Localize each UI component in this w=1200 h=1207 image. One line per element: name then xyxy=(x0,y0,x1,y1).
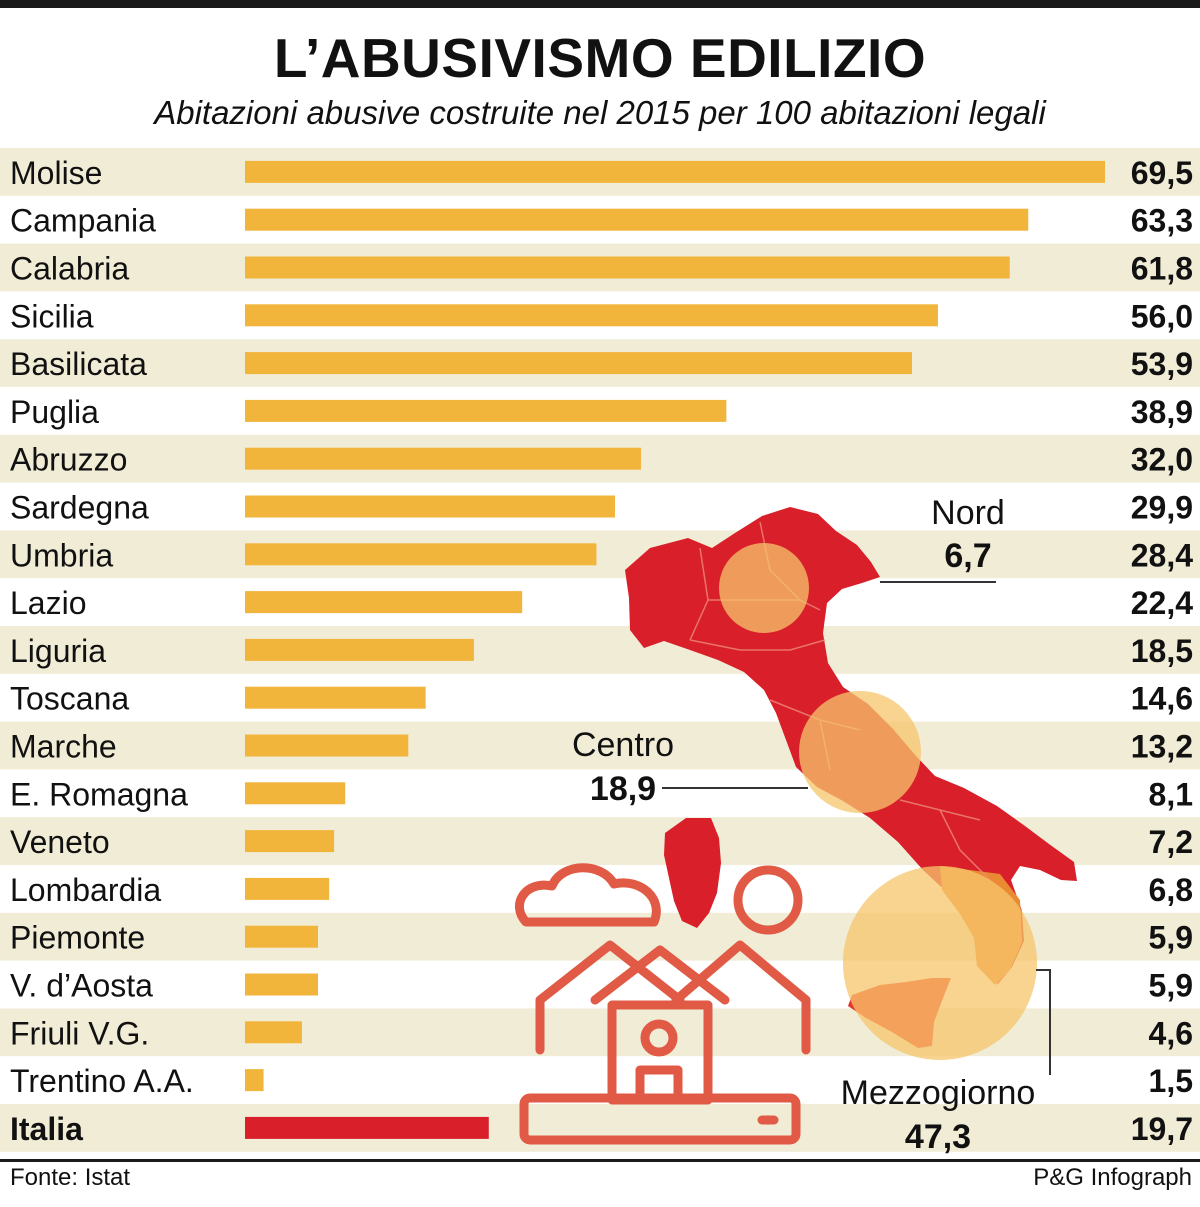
value-label: 7,2 xyxy=(1149,824,1193,860)
value-label: 32,0 xyxy=(1131,442,1193,478)
bar-basilicata xyxy=(245,352,912,375)
bar-trentino-a-a xyxy=(245,1069,264,1092)
bar-lazio xyxy=(245,591,523,614)
area-label-nord: Nord xyxy=(931,494,1005,532)
map-sardinia xyxy=(664,818,721,928)
top-rule xyxy=(0,0,1200,8)
category-label: Sicilia xyxy=(10,298,94,334)
value-label: 69,5 xyxy=(1131,155,1193,191)
value-label: 6,8 xyxy=(1149,872,1193,908)
value-label: 14,6 xyxy=(1131,681,1193,717)
category-label: Calabria xyxy=(10,251,129,287)
value-label: 5,9 xyxy=(1149,920,1193,956)
map-bubble-mezzogiorno xyxy=(843,866,1037,1060)
category-label: Veneto xyxy=(10,824,110,860)
category-label: Sardegna xyxy=(10,490,149,526)
category-label: Liguria xyxy=(10,633,106,669)
bar-molise xyxy=(245,160,1105,183)
bar-friuli-v-g xyxy=(245,1021,302,1044)
value-label: 8,1 xyxy=(1149,776,1193,812)
category-label: Friuli V.G. xyxy=(10,1015,149,1051)
area-label-mezzogiorno: Mezzogiorno xyxy=(841,1074,1036,1112)
value-label: 28,4 xyxy=(1131,537,1193,573)
category-label: Toscana xyxy=(10,681,129,717)
area-value-centro: 18,9 xyxy=(590,770,656,808)
area-value-mezzogiorno: 47,3 xyxy=(905,1118,971,1156)
bar-sicilia xyxy=(245,304,938,327)
bar-toscana xyxy=(245,686,426,709)
bar-abruzzo xyxy=(245,447,641,470)
category-label: E. Romagna xyxy=(10,776,188,812)
category-label: Puglia xyxy=(10,394,99,430)
value-label: 61,8 xyxy=(1131,251,1193,287)
value-label: 53,9 xyxy=(1131,346,1193,382)
bar-veneto xyxy=(245,830,335,853)
value-label: 22,4 xyxy=(1131,585,1193,621)
bar-series xyxy=(245,160,1105,1139)
bar-v-d-aosta xyxy=(245,973,319,996)
value-label: 18,5 xyxy=(1131,633,1193,669)
category-label: Trentino A.A. xyxy=(10,1063,194,1099)
value-label: 29,9 xyxy=(1131,490,1193,526)
bar-campania xyxy=(245,208,1029,231)
value-labels: 69,5 63,3 61,8 56,0 53,9 38,9 32,0 29,9 28,4 22,4… xyxy=(1131,155,1193,1147)
leader-mezzogiorno xyxy=(1036,969,1051,1075)
value-label: 13,2 xyxy=(1131,729,1193,765)
bar-e-romagna xyxy=(245,782,346,805)
value-label: 5,9 xyxy=(1149,968,1193,1004)
bar-marche xyxy=(245,734,409,757)
category-label: Basilicata xyxy=(10,346,147,382)
row-stripe xyxy=(0,626,1200,674)
category-label: Molise xyxy=(10,155,102,191)
map-bubble-centro xyxy=(799,691,921,813)
bar-puglia xyxy=(245,399,727,422)
bar-liguria xyxy=(245,638,474,661)
bar-piemonte xyxy=(245,925,319,948)
area-label-centro: Centro xyxy=(572,726,674,764)
house-icon xyxy=(515,863,811,1145)
italy-map-illustration xyxy=(625,507,1077,1075)
category-label: Lazio xyxy=(10,585,87,621)
map-bubble-nord xyxy=(719,543,809,633)
bar-lombardia xyxy=(245,877,330,900)
value-label: 63,3 xyxy=(1131,203,1193,239)
category-label: Lombardia xyxy=(10,872,161,908)
value-label: 56,0 xyxy=(1131,298,1193,334)
source-note: Fonte: Istat xyxy=(10,1164,131,1191)
category-labels: Molise Campania Calabria Sicilia Basilicata P… xyxy=(10,155,194,1147)
bar-calabria xyxy=(245,256,1010,279)
footer-rule xyxy=(0,1159,1200,1162)
value-label: 38,9 xyxy=(1131,394,1193,430)
chart-title: L’ABUSIVISMO EDILIZIO xyxy=(273,27,927,89)
value-label: 4,6 xyxy=(1149,1015,1193,1051)
area-value-nord: 6,7 xyxy=(944,537,991,575)
category-label: Abruzzo xyxy=(10,442,127,478)
category-label: Piemonte xyxy=(10,920,145,956)
credit-note: P&G Infograph xyxy=(1033,1164,1192,1191)
bar-umbria xyxy=(245,543,597,566)
row-stripe xyxy=(0,530,1200,579)
bar-sardegna xyxy=(245,495,615,518)
chart-subtitle: Abitazioni abusive costruite nel 2015 pe… xyxy=(154,94,1046,131)
category-label: Marche xyxy=(10,729,117,765)
value-label: 1,5 xyxy=(1149,1063,1193,1099)
category-label: V. d’Aosta xyxy=(10,968,153,1004)
bar-italia xyxy=(245,1116,489,1139)
category-label: Italia xyxy=(10,1111,83,1147)
value-label: 19,7 xyxy=(1131,1111,1193,1147)
row-stripe xyxy=(0,721,1200,770)
category-label: Campania xyxy=(10,203,156,239)
category-label: Umbria xyxy=(10,537,113,573)
